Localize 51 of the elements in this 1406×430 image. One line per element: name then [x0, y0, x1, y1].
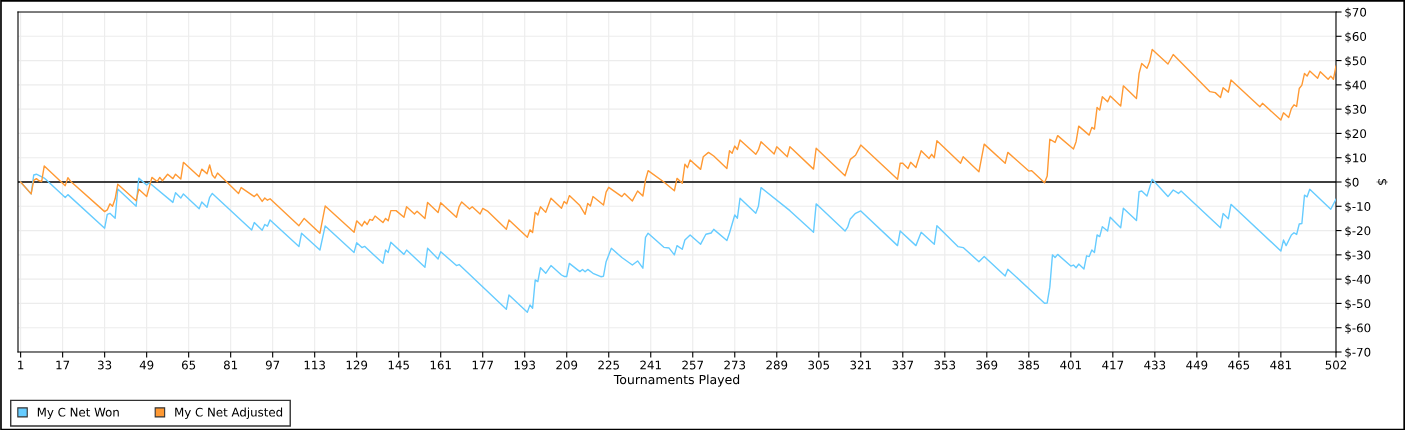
y-tick-label: $10	[1345, 153, 1367, 164]
y-tick-label: $-50	[1345, 298, 1371, 310]
y-tick-label: $-10	[1345, 201, 1371, 213]
x-tick-label: 502	[1325, 360, 1347, 370]
x-tick-label: 241	[640, 360, 661, 370]
y-tick-label: $-30	[1345, 250, 1371, 262]
x-tick-label: 49	[139, 360, 154, 370]
y-tick-label: $70	[1345, 7, 1367, 19]
x-tick-label: 65	[181, 360, 196, 370]
y-tick-label: $60	[1345, 31, 1367, 43]
x-tick-label: 193	[514, 360, 536, 370]
x-tick-label: 337	[892, 360, 914, 370]
y-tick-label: $0	[1345, 177, 1359, 189]
x-tick-label: 225	[598, 360, 619, 370]
y-tick-label: $40	[1345, 80, 1367, 92]
x-tick-label: 209	[556, 360, 578, 370]
x-tick-label: 385	[1018, 360, 1040, 370]
x-tick-label: 465	[1228, 360, 1250, 370]
x-tick-label: 113	[304, 360, 325, 370]
x-tick-label: 273	[724, 360, 746, 370]
y-tick-label: $30	[1345, 104, 1367, 116]
x-tick-label: 321	[850, 360, 871, 370]
y-tick-label: $-70	[1345, 347, 1371, 359]
y-tick-label: $20	[1345, 128, 1367, 140]
x-axis-title: Tournaments Played	[613, 374, 740, 387]
x-tick-label: 353	[934, 360, 956, 370]
x-tick-label: 433	[1144, 360, 1166, 370]
x-tick-label: 369	[976, 360, 998, 370]
y-tick-label: $-60	[1345, 323, 1371, 334]
x-tick-label: 449	[1186, 360, 1208, 370]
legend-label: My C Net Won	[37, 407, 119, 419]
x-tick-label: 305	[808, 360, 830, 370]
x-tick-label: 145	[388, 360, 409, 370]
x-tick-label: 81	[223, 360, 238, 370]
x-tick-label: 481	[1270, 360, 1292, 370]
y-axis-title: $	[1376, 179, 1388, 185]
x-tick-label: 129	[346, 360, 368, 370]
x-tick-label: 289	[766, 360, 788, 370]
x-tick-label: 257	[682, 360, 704, 370]
y-tick-label: $50	[1345, 56, 1367, 67]
x-tick-label: 17	[56, 360, 70, 370]
y-tick-label: $-20	[1345, 226, 1371, 237]
x-tick-label: 401	[1060, 360, 1081, 370]
x-tick-label: 177	[472, 360, 493, 370]
x-tick-label: 1	[18, 360, 24, 370]
x-tick-label: 417	[1102, 360, 1124, 370]
legend-label: My C Net Adjusted	[175, 407, 283, 419]
y-tick-label: $-40	[1345, 274, 1371, 286]
x-tick-label: 97	[265, 360, 280, 370]
x-tick-label: 161	[430, 360, 451, 370]
x-tick-label: 33	[98, 360, 112, 370]
